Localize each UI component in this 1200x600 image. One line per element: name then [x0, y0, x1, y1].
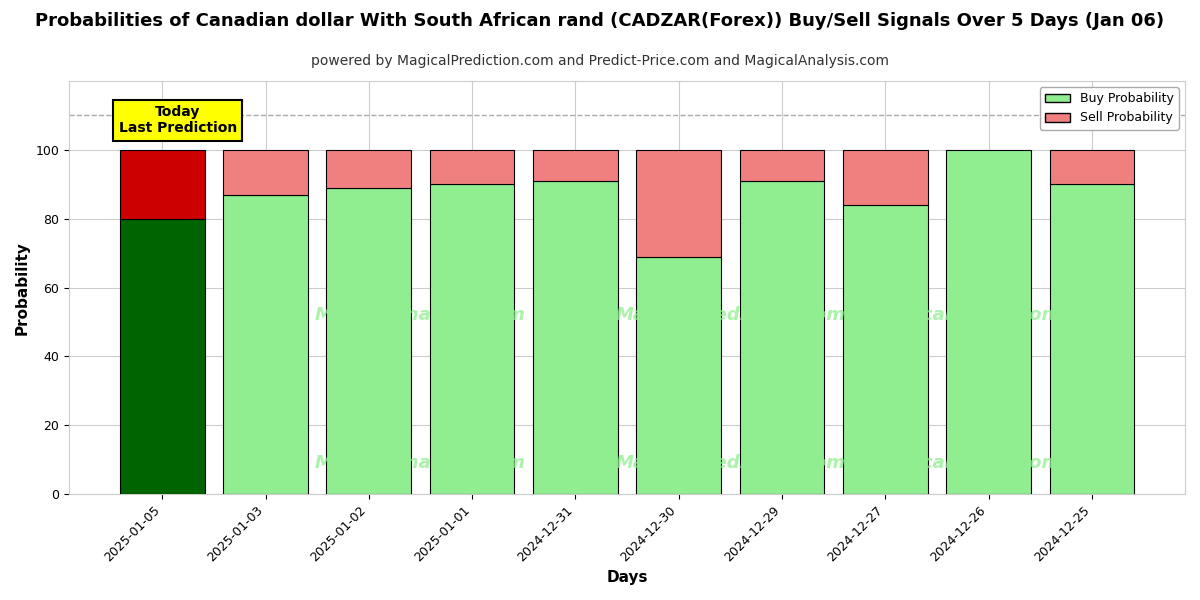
- Bar: [120, 219, 204, 494]
- Legend: Buy Probability, Sell Probability: Buy Probability, Sell Probability: [1040, 87, 1178, 130]
- Text: MagicalPrediction.com: MagicalPrediction.com: [616, 306, 845, 324]
- Bar: [326, 188, 412, 494]
- Y-axis label: Probability: Probability: [16, 241, 30, 335]
- Bar: [223, 150, 308, 194]
- Bar: [739, 150, 824, 181]
- Text: MagicalPrediction.com: MagicalPrediction.com: [874, 306, 1104, 324]
- Text: Today
Last Prediction: Today Last Prediction: [119, 105, 236, 136]
- Bar: [636, 257, 721, 494]
- Bar: [430, 150, 515, 184]
- Bar: [120, 150, 204, 219]
- Bar: [636, 150, 721, 257]
- Text: powered by MagicalPrediction.com and Predict-Price.com and MagicalAnalysis.com: powered by MagicalPrediction.com and Pre…: [311, 54, 889, 68]
- Bar: [947, 150, 1031, 494]
- Text: MagicalPrediction.com: MagicalPrediction.com: [616, 454, 845, 472]
- Bar: [533, 150, 618, 181]
- Bar: [326, 150, 412, 188]
- Bar: [842, 150, 928, 205]
- Bar: [533, 181, 618, 494]
- Bar: [223, 194, 308, 494]
- X-axis label: Days: Days: [606, 570, 648, 585]
- Bar: [739, 181, 824, 494]
- Bar: [842, 205, 928, 494]
- Bar: [430, 184, 515, 494]
- Text: MagicalPrediction.com: MagicalPrediction.com: [874, 454, 1104, 472]
- Bar: [1050, 184, 1134, 494]
- Bar: [1050, 150, 1134, 184]
- Text: MagicalAnalysis.com: MagicalAnalysis.com: [316, 306, 526, 324]
- Text: MagicalAnalysis.com: MagicalAnalysis.com: [316, 454, 526, 472]
- Text: Probabilities of Canadian dollar With South African rand (CADZAR(Forex)) Buy/Sel: Probabilities of Canadian dollar With So…: [36, 12, 1164, 30]
